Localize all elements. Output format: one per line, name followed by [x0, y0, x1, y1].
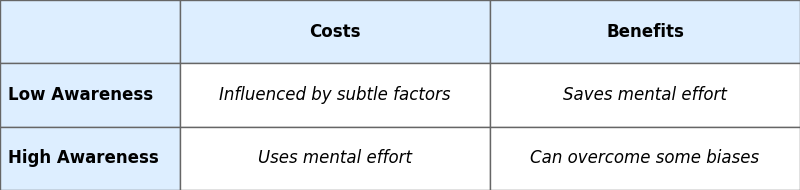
- Text: Uses mental effort: Uses mental effort: [258, 149, 412, 167]
- Bar: [180, 63, 490, 127]
- Bar: [180, 0, 490, 63]
- Text: High Awareness: High Awareness: [8, 149, 158, 167]
- Text: Influenced by subtle factors: Influenced by subtle factors: [219, 86, 450, 104]
- Text: Saves mental effort: Saves mental effort: [563, 86, 727, 104]
- Bar: [490, 127, 800, 190]
- Bar: [490, 0, 800, 63]
- Text: Benefits: Benefits: [606, 23, 684, 41]
- Bar: [490, 63, 800, 127]
- Bar: [0, 63, 180, 127]
- Bar: [0, 0, 180, 63]
- Text: Low Awareness: Low Awareness: [8, 86, 153, 104]
- Bar: [180, 127, 490, 190]
- Text: Can overcome some biases: Can overcome some biases: [530, 149, 759, 167]
- Text: Costs: Costs: [310, 23, 361, 41]
- Bar: [0, 127, 180, 190]
